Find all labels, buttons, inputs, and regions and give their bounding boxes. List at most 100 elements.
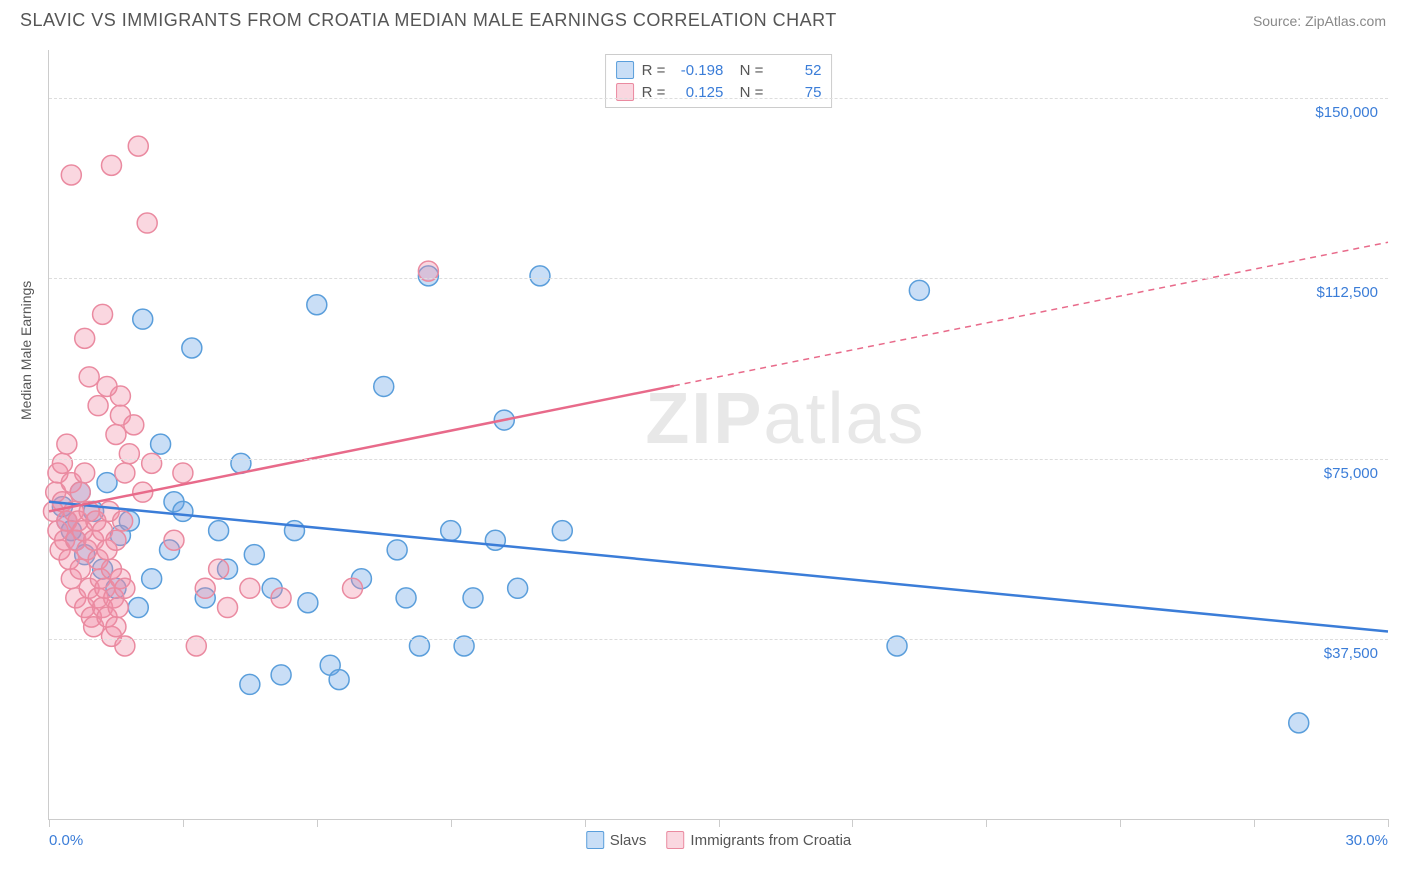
trend-line-dashed (674, 242, 1388, 386)
legend-bottom-item: Immigrants from Croatia (666, 831, 851, 849)
scatter-point (124, 415, 144, 435)
gridline (49, 639, 1388, 640)
scatter-point (137, 213, 157, 233)
scatter-point (240, 578, 260, 598)
source-label: Source: ZipAtlas.com (1253, 13, 1386, 29)
scatter-point (298, 593, 318, 613)
scatter-point (106, 425, 126, 445)
chart-title: SLAVIC VS IMMIGRANTS FROM CROATIA MEDIAN… (20, 10, 837, 31)
legend-swatch (586, 831, 604, 849)
x-tick (986, 819, 987, 827)
x-tick (852, 819, 853, 827)
x-tick (1388, 819, 1389, 827)
scatter-point (79, 367, 99, 387)
scatter-point (240, 674, 260, 694)
y-tick-label: $112,500 (1317, 284, 1378, 301)
legend-bottom-label: Slavs (610, 832, 647, 849)
x-tick (183, 819, 184, 827)
legend-bottom-item: Slavs (586, 831, 647, 849)
scatter-point (195, 578, 215, 598)
x-tick (49, 819, 50, 827)
scatter-point (75, 463, 95, 483)
scatter-point (70, 559, 90, 579)
legend-n-label: N = (731, 62, 763, 79)
scatter-point (88, 396, 108, 416)
scatter-point (374, 376, 394, 396)
scatter-point (182, 338, 202, 358)
scatter-point (343, 578, 363, 598)
scatter-point (307, 295, 327, 315)
x-tick (585, 819, 586, 827)
scatter-point (244, 545, 264, 565)
trend-line (49, 502, 1388, 632)
y-tick-label: $75,000 (1324, 465, 1378, 482)
scatter-point (271, 588, 291, 608)
plot-svg (49, 50, 1388, 819)
scatter-point (284, 521, 304, 541)
scatter-point (97, 376, 117, 396)
scatter-point (115, 463, 135, 483)
scatter-point (164, 530, 184, 550)
legend-r-label: R = (642, 62, 666, 79)
y-tick-label: $37,500 (1324, 645, 1378, 662)
scatter-point (142, 569, 162, 589)
scatter-point (552, 521, 572, 541)
legend-top: R = -0.198 N = 52R = 0.125 N = 75 (605, 54, 833, 108)
scatter-point (209, 559, 229, 579)
y-tick-label: $150,000 (1315, 104, 1378, 121)
scatter-point (508, 578, 528, 598)
scatter-point (530, 266, 550, 286)
scatter-point (396, 588, 416, 608)
scatter-point (115, 578, 135, 598)
legend-row: R = -0.198 N = 52 (616, 59, 822, 81)
y-axis-label: Median Male Earnings (18, 281, 34, 420)
header: SLAVIC VS IMMIGRANTS FROM CROATIA MEDIAN… (0, 0, 1406, 31)
scatter-point (485, 530, 505, 550)
scatter-point (173, 501, 193, 521)
x-tick (317, 819, 318, 827)
scatter-point (70, 482, 90, 502)
scatter-point (52, 453, 72, 473)
gridline (49, 98, 1388, 99)
scatter-point (93, 304, 113, 324)
scatter-point (101, 155, 121, 175)
scatter-point (106, 530, 126, 550)
scatter-point (61, 165, 81, 185)
legend-r-value: -0.198 (673, 62, 723, 79)
x-tick (719, 819, 720, 827)
scatter-point (441, 521, 461, 541)
scatter-point (128, 136, 148, 156)
legend-row: R = 0.125 N = 75 (616, 81, 822, 103)
scatter-point (75, 328, 95, 348)
scatter-point (119, 444, 139, 464)
legend-swatch (666, 831, 684, 849)
scatter-point (133, 309, 153, 329)
trend-line (49, 386, 674, 512)
scatter-point (1289, 713, 1309, 733)
scatter-point (97, 473, 117, 493)
scatter-point (463, 588, 483, 608)
x-tick (1254, 819, 1255, 827)
scatter-point (387, 540, 407, 560)
legend-bottom: Slavs Immigrants from Croatia (586, 831, 852, 849)
x-axis-max-label: 30.0% (1345, 832, 1388, 849)
scatter-point (209, 521, 229, 541)
gridline (49, 278, 1388, 279)
legend-swatch (616, 61, 634, 79)
legend-n-value: 52 (771, 62, 821, 79)
scatter-point (142, 453, 162, 473)
gridline (49, 459, 1388, 460)
scatter-point (909, 280, 929, 300)
legend-bottom-label: Immigrants from Croatia (690, 832, 851, 849)
scatter-point (57, 434, 77, 454)
scatter-point (173, 463, 193, 483)
x-tick (1120, 819, 1121, 827)
scatter-point (113, 511, 133, 531)
scatter-point (128, 598, 148, 618)
chart-area: ZIPatlas R = -0.198 N = 52R = 0.125 N = … (48, 50, 1388, 820)
x-tick (451, 819, 452, 827)
scatter-point (108, 598, 128, 618)
x-axis-min-label: 0.0% (49, 832, 83, 849)
scatter-point (329, 670, 349, 690)
scatter-point (218, 598, 238, 618)
